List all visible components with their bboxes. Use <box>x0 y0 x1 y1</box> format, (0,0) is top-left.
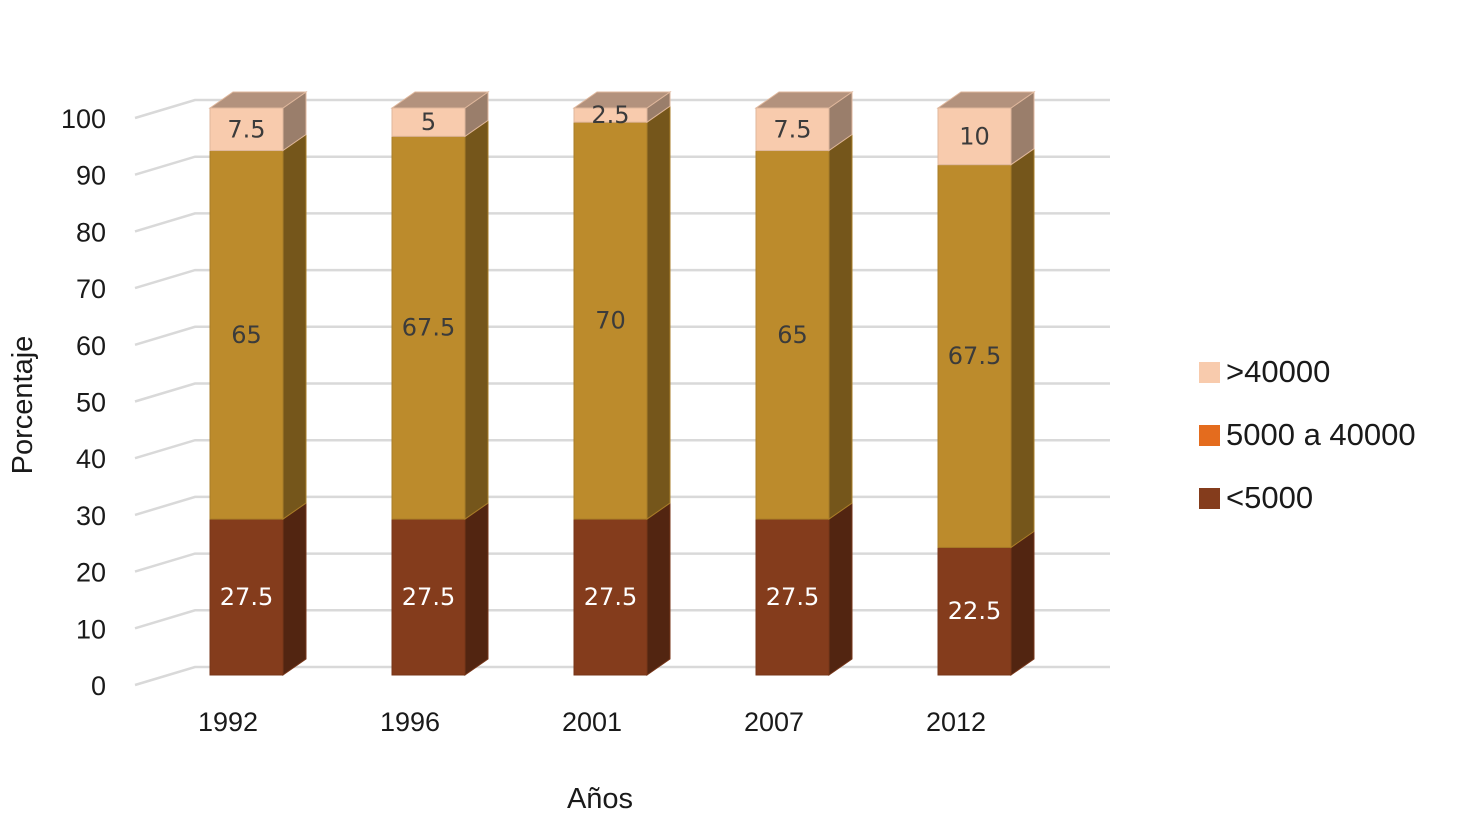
y-tick-label: 50 <box>76 388 106 418</box>
bar-segment-side <box>646 502 671 676</box>
y-tick-label: 60 <box>76 331 106 361</box>
bar-segment-side <box>1010 530 1035 676</box>
bar-stack-2001: 27.5 70 2.5 <box>572 91 672 676</box>
y-tick-label: 70 <box>76 274 106 304</box>
data-label: 65 <box>231 321 262 349</box>
legend-label: >40000 <box>1226 354 1330 389</box>
x-tick-label: 1992 <box>198 707 258 737</box>
data-label: 27.5 <box>766 583 819 611</box>
data-label: 5 <box>421 108 436 136</box>
data-label: 67.5 <box>402 314 455 342</box>
legend-label: 5000 a 40000 <box>1226 417 1416 452</box>
bar-segment <box>755 518 830 676</box>
data-label: 22.5 <box>948 597 1001 625</box>
x-tick-label: 2012 <box>926 707 986 737</box>
bar-segment-side <box>1010 147 1035 549</box>
bar-stack-2012: 22.5 67.5 10 <box>936 91 1036 676</box>
bar-segment <box>391 107 466 137</box>
x-axis-title: Años <box>567 783 633 815</box>
y-tick-label: 90 <box>76 161 106 191</box>
bars: 27.5 65 7.5 27.5 67.5 5 27.5 70 2.5 27.5 65 7.5 22.5… <box>208 91 1036 676</box>
bar-segment-side <box>464 119 489 521</box>
bar-segment-side <box>464 502 489 676</box>
bar-segment <box>573 518 648 676</box>
legend-label: <5000 <box>1226 480 1313 515</box>
bar-stack-1996: 27.5 67.5 5 <box>390 91 490 676</box>
bar-top-face <box>572 91 672 109</box>
bar-top-face <box>208 91 308 109</box>
bar-segment-side <box>282 502 307 676</box>
legend-item: 5000 a 40000 <box>1199 417 1416 452</box>
y-tick-label: 20 <box>76 558 106 588</box>
y-axis-title: Porcentaje <box>7 336 39 475</box>
x-tick-label: 1996 <box>380 707 440 737</box>
y-tick-label: 80 <box>76 217 106 247</box>
bar-segment <box>209 107 284 152</box>
data-label: 10 <box>959 122 990 150</box>
bar-segment-side <box>646 105 671 521</box>
data-label: 65 <box>777 321 808 349</box>
legend-item: <5000 <box>1199 480 1313 515</box>
x-tick-label: 2001 <box>562 707 622 737</box>
legend-swatch <box>1199 488 1220 509</box>
y-tick-label: 10 <box>76 614 106 644</box>
y-tick-label: 0 <box>91 671 106 701</box>
data-label: 7.5 <box>773 115 811 143</box>
bar-segment <box>573 121 648 520</box>
x-axis-ticks: 1992 1996 2001 2007 2012 <box>198 707 986 737</box>
x-tick-label: 2007 <box>744 707 804 737</box>
data-label: 7.5 <box>227 115 265 143</box>
data-label: 67.5 <box>948 342 1001 370</box>
bar-segment <box>937 107 1012 166</box>
bar-segment <box>209 150 284 520</box>
bar-segment <box>391 518 466 676</box>
y-tick-label: 30 <box>76 501 106 531</box>
data-label: 70 <box>595 307 626 335</box>
legend: >40000 5000 a 40000 <5000 <box>1199 354 1416 515</box>
y-axis-ticks: 0 10 20 30 40 50 60 70 80 90 100 <box>61 104 106 701</box>
bar-top-face <box>936 91 1036 109</box>
legend-item: >40000 <box>1199 354 1330 389</box>
data-label: 27.5 <box>220 583 273 611</box>
bar-stack-1992: 27.5 65 7.5 <box>208 91 308 676</box>
y-tick-label: 100 <box>61 104 106 134</box>
bar-segment <box>755 150 830 520</box>
data-label: 27.5 <box>584 583 637 611</box>
legend-swatch <box>1199 425 1220 446</box>
bar-segment <box>937 546 1012 676</box>
y-tick-label: 40 <box>76 444 106 474</box>
bar-segment-side <box>282 133 307 521</box>
legend-swatch <box>1199 362 1220 383</box>
bar-segment-side <box>828 502 853 676</box>
bar-top-face <box>390 91 490 109</box>
data-label: 27.5 <box>402 583 455 611</box>
bar-stack-2007: 27.5 65 7.5 <box>754 91 854 676</box>
data-label: 2.5 <box>591 101 629 129</box>
bar-top-face <box>754 91 854 109</box>
bar-segment <box>937 164 1012 548</box>
bar-segment-side <box>828 133 853 521</box>
